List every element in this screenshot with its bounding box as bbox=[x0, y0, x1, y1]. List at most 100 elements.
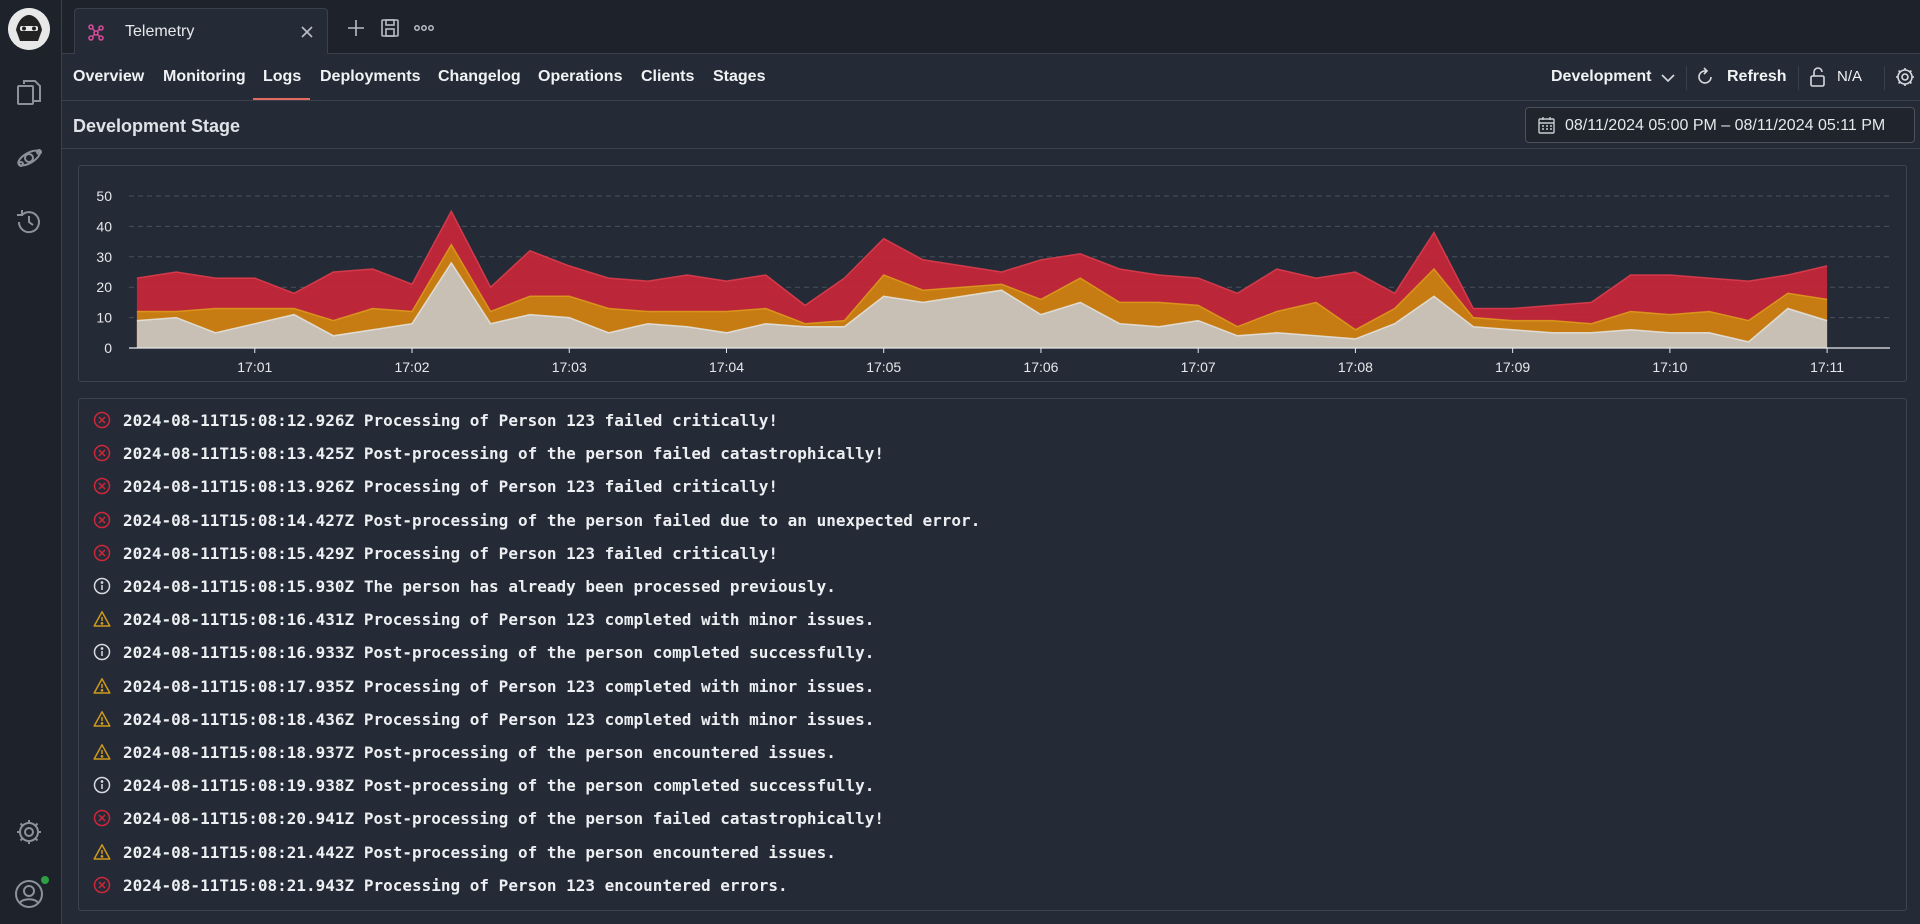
x-tick-label: 17:04 bbox=[709, 359, 744, 375]
info-icon bbox=[93, 577, 111, 595]
nav-deployments[interactable]: Deployments bbox=[320, 68, 421, 85]
left-rail bbox=[0, 0, 62, 924]
log-message: The person has already been processed pr… bbox=[354, 577, 836, 596]
nav-monitoring[interactable]: Monitoring bbox=[163, 68, 246, 85]
log-row[interactable]: 2024-08-11T15:08:15.930Z The person has … bbox=[79, 568, 1906, 601]
log-row[interactable]: 2024-08-11T15:08:15.429Z Processing of P… bbox=[79, 535, 1906, 568]
log-timestamp: 2024-08-11T15:08:19.938Z bbox=[123, 776, 355, 796]
log-text: 2024-08-11T15:08:13.425Z Post-processing… bbox=[123, 444, 884, 463]
nav-operations[interactable]: Operations bbox=[538, 68, 623, 85]
log-row[interactable]: 2024-08-11T15:08:13.425Z Post-processing… bbox=[79, 435, 1906, 468]
x-tick-label: 17:10 bbox=[1652, 359, 1687, 375]
error-icon bbox=[93, 444, 111, 462]
account-icon[interactable] bbox=[13, 878, 45, 910]
y-tick-label: 30 bbox=[96, 249, 112, 265]
x-tick-label: 17:01 bbox=[237, 359, 272, 375]
divider bbox=[1686, 66, 1687, 90]
app-logo[interactable] bbox=[8, 8, 50, 50]
x-tick-label: 17:03 bbox=[552, 359, 587, 375]
log-row[interactable]: 2024-08-11T15:08:18.937Z Post-processing… bbox=[79, 734, 1906, 767]
error-icon bbox=[93, 809, 111, 827]
tab-bar: Telemetry bbox=[62, 0, 1920, 54]
gear-icon[interactable] bbox=[1894, 66, 1916, 88]
more-icon[interactable] bbox=[412, 16, 436, 40]
log-row[interactable]: 2024-08-11T15:08:17.935Z Processing of P… bbox=[79, 668, 1906, 701]
log-text: 2024-08-11T15:08:18.937Z Post-processing… bbox=[123, 743, 836, 762]
log-message: Processing of Person 123 encountered err… bbox=[354, 875, 788, 895]
log-timestamp: 2024-08-11T15:08:15.429Z bbox=[123, 543, 355, 563]
log-text: 2024-08-11T15:08:19.938Z Post-processing… bbox=[123, 776, 874, 795]
environment-select[interactable]: Development bbox=[1551, 68, 1652, 85]
error-icon bbox=[93, 477, 111, 495]
nav-changelog[interactable]: Changelog bbox=[438, 68, 521, 85]
log-row[interactable]: 2024-08-11T15:08:19.938Z Post-processing… bbox=[79, 767, 1906, 800]
log-message: Processing of Person 123 completed with … bbox=[354, 709, 875, 729]
info-icon bbox=[93, 776, 111, 794]
log-message: Processing of Person 123 failed critical… bbox=[354, 411, 779, 430]
tab-label: Telemetry bbox=[125, 23, 195, 40]
log-list: 2024-08-11T15:08:12.926Z Processing of P… bbox=[78, 398, 1907, 911]
log-timestamp: 2024-08-11T15:08:21.442Z bbox=[123, 842, 355, 862]
log-row[interactable]: 2024-08-11T15:08:13.926Z Processing of P… bbox=[79, 468, 1906, 501]
save-icon[interactable] bbox=[378, 16, 402, 40]
x-tick-label: 17:06 bbox=[1023, 359, 1058, 375]
nav-stages[interactable]: Stages bbox=[713, 68, 766, 85]
log-text: 2024-08-11T15:08:16.933Z Post-processing… bbox=[123, 643, 874, 662]
x-tick-label: 17:08 bbox=[1338, 359, 1373, 375]
nav-logs[interactable]: Logs bbox=[263, 68, 302, 85]
tab-telemetry[interactable]: Telemetry bbox=[74, 8, 328, 54]
log-message: Post-processing of the person failed cat… bbox=[354, 444, 884, 464]
log-row[interactable]: 2024-08-11T15:08:18.436Z Processing of P… bbox=[79, 701, 1906, 734]
log-timestamp: 2024-08-11T15:08:13.926Z bbox=[123, 477, 355, 497]
history-icon[interactable] bbox=[13, 206, 45, 238]
refresh-icon[interactable] bbox=[1694, 66, 1716, 88]
log-message: Post-processing of the person failed due… bbox=[354, 510, 981, 530]
log-timestamp: 2024-08-11T15:08:18.436Z bbox=[123, 709, 355, 729]
log-row[interactable]: 2024-08-11T15:08:21.943Z Processing of P… bbox=[79, 867, 1906, 900]
log-text: 2024-08-11T15:08:17.935Z Processing of P… bbox=[123, 677, 874, 696]
close-icon[interactable] bbox=[297, 22, 317, 42]
log-row[interactable]: 2024-08-11T15:08:20.941Z Post-processing… bbox=[79, 800, 1906, 833]
area-info bbox=[136, 262, 1828, 348]
warning-icon bbox=[93, 710, 111, 728]
log-timestamp: 2024-08-11T15:08:16.431Z bbox=[123, 610, 355, 630]
chart-svg: 0 10 20 30 40 50 17:01 17:02 17:03 17:04 17:05 17:0… bbox=[96, 188, 1890, 375]
refresh-button[interactable]: Refresh bbox=[1727, 68, 1787, 85]
log-message: Processing of Person 123 completed with … bbox=[354, 610, 875, 630]
log-timestamp: 2024-08-11T15:08:14.427Z bbox=[123, 510, 355, 530]
log-row[interactable]: 2024-08-11T15:08:16.431Z Processing of P… bbox=[79, 601, 1906, 634]
calendar-icon bbox=[1537, 116, 1556, 135]
log-message: Post-processing of the person completed … bbox=[354, 776, 875, 796]
log-message: Post-processing of the person encountere… bbox=[354, 743, 836, 762]
new-tab-icon[interactable] bbox=[344, 16, 368, 40]
nav-overview[interactable]: Overview bbox=[73, 68, 145, 85]
date-range-picker[interactable]: 08/11/2024 05:00 PM – 08/11/2024 05:11 P… bbox=[1525, 107, 1915, 143]
log-row[interactable]: 2024-08-11T15:08:21.442Z Post-processing… bbox=[79, 834, 1906, 867]
divider bbox=[1884, 66, 1885, 90]
nav-clients[interactable]: Clients bbox=[641, 68, 695, 85]
explorer-icon[interactable] bbox=[13, 76, 45, 108]
log-message: Processing of Person 123 failed critical… bbox=[354, 543, 779, 563]
log-timestamp: 2024-08-11T15:08:12.926Z bbox=[123, 411, 355, 430]
log-row[interactable]: 2024-08-11T15:08:16.933Z Post-processing… bbox=[79, 634, 1906, 667]
active-tab-indicator bbox=[253, 98, 310, 100]
stage-header: Development Stage 08/11/2024 05:00 PM – … bbox=[62, 101, 1920, 149]
line-info bbox=[136, 261, 1828, 343]
line-warning bbox=[136, 243, 1828, 331]
warning-icon bbox=[93, 677, 111, 695]
log-text: 2024-08-11T15:08:18.436Z Processing of P… bbox=[123, 710, 874, 729]
log-text: 2024-08-11T15:08:15.429Z Processing of P… bbox=[123, 544, 778, 563]
log-row[interactable]: 2024-08-11T15:08:14.427Z Post-processing… bbox=[79, 502, 1906, 535]
warning-icon bbox=[93, 743, 111, 761]
chevron-down-icon[interactable] bbox=[1657, 67, 1679, 89]
log-timestamp: 2024-08-11T15:08:20.941Z bbox=[123, 809, 355, 829]
x-tick-label: 17:02 bbox=[394, 359, 429, 375]
integrations-icon[interactable] bbox=[13, 142, 45, 174]
settings-icon[interactable] bbox=[13, 816, 45, 848]
x-tick-label: 17:07 bbox=[1181, 359, 1216, 375]
log-row[interactable]: 2024-08-11T15:08:12.926Z Processing of P… bbox=[79, 402, 1906, 435]
x-tick-label: 17:09 bbox=[1495, 359, 1530, 375]
error-icon bbox=[93, 411, 111, 429]
unlock-icon[interactable] bbox=[1807, 66, 1829, 88]
